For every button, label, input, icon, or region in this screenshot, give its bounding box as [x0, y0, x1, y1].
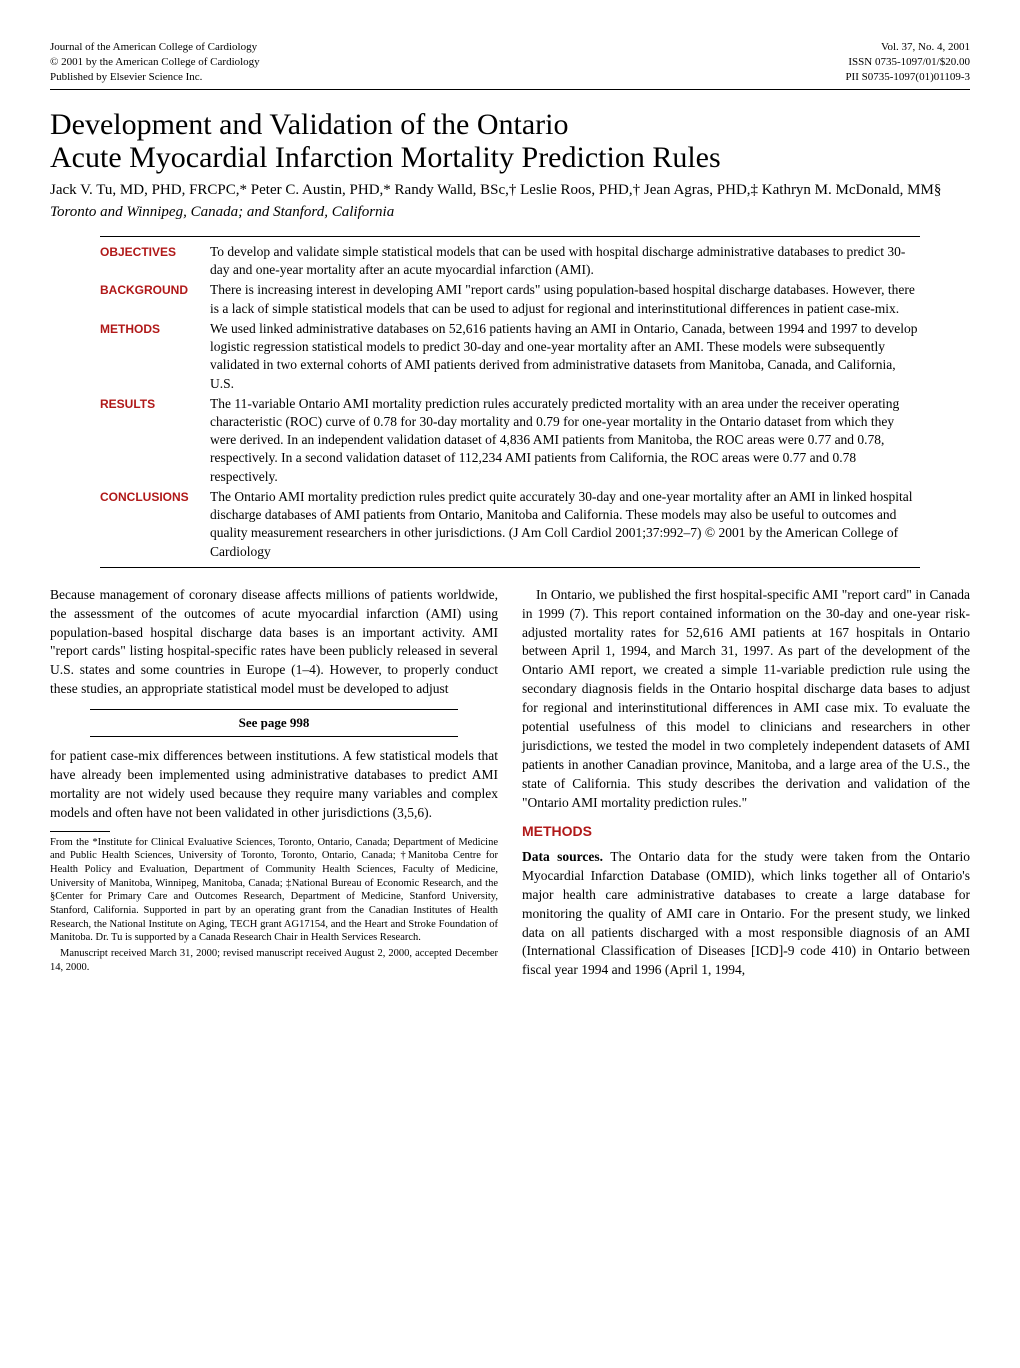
- conclusions-label: CONCLUSIONS: [100, 488, 210, 561]
- footnote-2: Manuscript received March 31, 2000; revi…: [50, 947, 498, 974]
- abstract-objectives-row: OBJECTIVES To develop and validate simpl…: [100, 243, 920, 279]
- abstract-results-row: RESULTS The 11-variable Ontario AMI mort…: [100, 395, 920, 486]
- running-header: Journal of the American College of Cardi…: [50, 40, 970, 85]
- background-label: BACKGROUND: [100, 281, 210, 317]
- header-right-2: ISSN 0735-1097/01/$20.00: [845, 55, 970, 70]
- header-left-1: Journal of the American College of Cardi…: [50, 40, 260, 55]
- title-line-2: Acute Myocardial Infarction Mortality Pr…: [50, 141, 721, 174]
- header-left-2: © 2001 by the American College of Cardio…: [50, 55, 260, 70]
- body-p2: for patient case-mix differences between…: [50, 747, 498, 823]
- body-p4: Data sources. The Ontario data for the s…: [522, 848, 970, 980]
- header-left: Journal of the American College of Cardi…: [50, 40, 260, 85]
- data-sources-runin: Data sources.: [522, 849, 603, 864]
- body-p3: In Ontario, we published the first hospi…: [522, 586, 970, 813]
- affiliations: Toronto and Winnipeg, Canada; and Stanfo…: [50, 202, 970, 222]
- title-line-1: Development and Validation of the Ontari…: [50, 108, 568, 141]
- abstract-methods-row: METHODS We used linked administrative da…: [100, 320, 920, 393]
- header-rule: [50, 89, 970, 90]
- objectives-text: To develop and validate simple statistic…: [210, 243, 920, 279]
- background-text: There is increasing interest in developi…: [210, 281, 920, 317]
- results-label: RESULTS: [100, 395, 210, 486]
- methods-heading: METHODS: [522, 822, 970, 842]
- methods-text: We used linked administrative databases …: [210, 320, 920, 393]
- header-left-3: Published by Elsevier Science Inc.: [50, 70, 260, 85]
- objectives-label: OBJECTIVES: [100, 243, 210, 279]
- conclusions-text: The Ontario AMI mortality prediction rul…: [210, 488, 920, 561]
- abstract-conclusions-row: CONCLUSIONS The Ontario AMI mortality pr…: [100, 488, 920, 561]
- abstract-box: OBJECTIVES To develop and validate simpl…: [100, 236, 920, 568]
- results-text: The 11-variable Ontario AMI mortality pr…: [210, 395, 920, 486]
- author-list: Jack V. Tu, MD, PHD, FRCPC,* Peter C. Au…: [50, 180, 970, 200]
- header-right-1: Vol. 37, No. 4, 2001: [845, 40, 970, 55]
- footnote-1: From the *Institute for Clinical Evaluat…: [50, 836, 498, 945]
- header-right: Vol. 37, No. 4, 2001 ISSN 0735-1097/01/$…: [845, 40, 970, 85]
- footnote-rule: [50, 831, 110, 832]
- body-columns: Because management of coronary disease a…: [50, 586, 970, 982]
- body-p1: Because management of coronary disease a…: [50, 586, 498, 699]
- abstract-background-row: BACKGROUND There is increasing interest …: [100, 281, 920, 317]
- header-right-3: PII S0735-1097(01)01109-3: [845, 70, 970, 85]
- methods-label: METHODS: [100, 320, 210, 393]
- article-title: Development and Validation of the Ontari…: [50, 108, 970, 174]
- body-p4-text: The Ontario data for the study were take…: [522, 849, 970, 977]
- see-page-box: See page 998: [90, 709, 458, 737]
